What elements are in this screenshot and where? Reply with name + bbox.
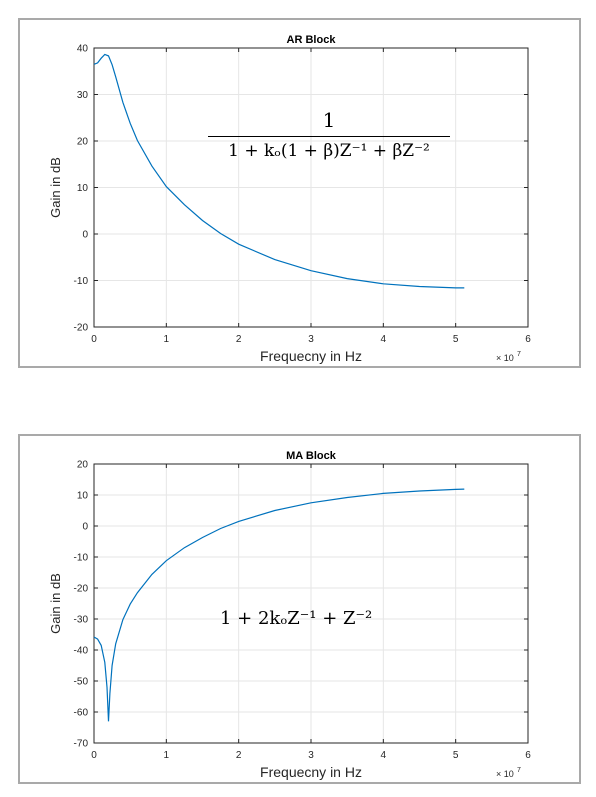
ma-block-chart: 0 1 2 3 4 5 6 20 10 0 -10 -20 -30 -40 -50 -60 -70 MA Bloc… [18,434,581,784]
ar-y-tick-label: -10 [74,276,89,287]
ar-x-axis-label: Frequecny in Hz [260,348,362,364]
ar-x-tick-label: 1 [164,334,170,345]
ma-x-tick-label: 1 [164,750,170,761]
ar-x-tick-label: 6 [525,334,531,345]
ma-y-tick-label: 20 [77,460,89,471]
ma-y-tick-label: 10 [77,491,89,502]
ma-y-tick-label: -10 [74,553,89,564]
ma-y-tick-label: -30 [74,615,89,626]
ar-x-tick-label: 3 [308,334,314,345]
ar-axes-box [93,47,529,328]
ma-x-tick-label: 3 [308,750,314,761]
ar-y-tick-label: 40 [77,44,89,55]
ar-formula-fraction-bar [208,136,450,137]
ar-y-tick-label: 30 [77,90,89,101]
ma-series-line-0 [93,488,465,722]
ar-chart-title: AR Block [287,34,337,46]
ma-y-tick-label: 0 [82,522,88,533]
ma-x-tick-label: 6 [525,750,531,761]
ma-chart-svg: 0 1 2 3 4 5 6 20 10 0 -10 -20 -30 -40 -50 -60 -70 MA Bloc… [48,450,531,780]
ma-x-tick-label: 0 [91,750,97,761]
ar-block-chart: 0 1 2 3 4 5 6 40 30 20 10 0 -10 -20 AR Block Frequecny … [18,18,581,368]
ar-x-multiplier-exponent: 7 [517,351,521,358]
ar-series-line-0 [93,53,465,289]
ma-y-tick-label: -70 [74,739,89,750]
ar-y-axis-label: Gain in dB [48,157,63,218]
ar-x-tick-label: 2 [236,334,242,345]
ma-x-axis-label: Frequecny in Hz [260,764,362,780]
ma-x-tick-label: 5 [453,750,459,761]
ar-x-tick-label: 0 [91,334,97,345]
ma-x-tick-label: 4 [381,750,387,761]
ma-y-tick-label: -60 [74,708,89,719]
ma-x-multiplier-exponent: 7 [517,767,521,774]
ma-y-axis-label: Gain in dB [48,573,63,634]
ar-y-tick-label: 20 [77,137,89,148]
ma-axes-box [93,463,529,744]
ar-y-tick-label: -20 [74,323,89,334]
ar-x-tick-label: 4 [381,334,387,345]
ma-transfer-function: 1 + 2kₒZ⁻¹ + Z⁻² [220,608,373,629]
ar-chart-svg: 0 1 2 3 4 5 6 40 30 20 10 0 -10 -20 AR Block Frequecny … [48,34,531,364]
ar-formula-denominator: 1 + kₒ(1 + β)Z⁻¹ + βZ⁻² [228,141,430,161]
ar-y-tick-label: 0 [82,230,88,241]
ar-x-multiplier: × 10 [496,353,514,363]
ar-x-tick-label: 5 [453,334,459,345]
ma-x-multiplier: × 10 [496,769,514,779]
ma-y-tick-label: -50 [74,677,89,688]
ma-y-tick-label: -20 [74,584,89,595]
ar-transfer-function: 1 1 + kₒ(1 + β)Z⁻¹ + βZ⁻² [206,108,452,161]
ar-formula-numerator: 1 [322,108,336,132]
ma-x-tick-label: 2 [236,750,242,761]
ar-y-tick-label: 10 [77,183,89,194]
ma-y-tick-label: -40 [74,646,89,657]
ma-chart-title: MA Block [286,450,337,462]
